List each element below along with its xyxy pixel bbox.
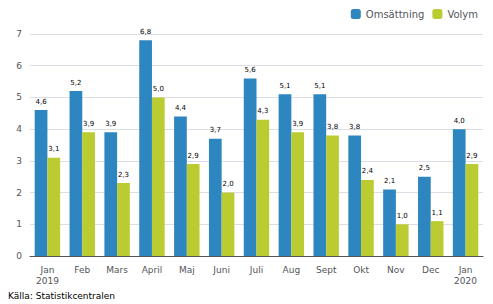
svg-text:Omsättning: Omsättning [366, 9, 425, 20]
svg-text:7: 7 [16, 29, 22, 39]
svg-text:2,5: 2,5 [419, 164, 430, 172]
svg-text:5: 5 [16, 92, 22, 102]
svg-text:3,9: 3,9 [83, 120, 94, 128]
svg-text:1: 1 [16, 219, 22, 229]
svg-text:2,4: 2,4 [362, 167, 374, 175]
svg-text:Juli: Juli [249, 265, 263, 275]
svg-text:1,1: 1,1 [432, 209, 443, 217]
svg-text:4: 4 [16, 124, 22, 134]
svg-text:Maj: Maj [179, 265, 195, 275]
svg-text:Volym: Volym [447, 9, 478, 20]
svg-text:2,1: 2,1 [384, 177, 395, 185]
svg-text:3,8: 3,8 [327, 123, 338, 131]
svg-text:2: 2 [16, 188, 22, 198]
svg-text:Juni: Juni [212, 265, 230, 275]
svg-text:4,0: 4,0 [454, 117, 465, 125]
svg-text:2,0: 2,0 [222, 180, 233, 188]
svg-text:2,9: 2,9 [466, 152, 477, 160]
svg-text:6,8: 6,8 [140, 28, 151, 36]
svg-text:5,0: 5,0 [153, 85, 164, 93]
svg-text:1,0: 1,0 [397, 212, 408, 220]
svg-text:5,2: 5,2 [70, 79, 81, 87]
svg-text:5,1: 5,1 [279, 82, 290, 90]
svg-text:3,9: 3,9 [292, 120, 303, 128]
svg-text:3,1: 3,1 [48, 145, 59, 153]
svg-text:3,8: 3,8 [349, 123, 360, 131]
svg-text:Sept: Sept [316, 265, 337, 275]
svg-text:Jan: Jan [458, 265, 473, 275]
svg-text:2020: 2020 [454, 276, 477, 286]
svg-text:3,9: 3,9 [105, 120, 116, 128]
svg-text:2,9: 2,9 [188, 152, 199, 160]
svg-text:5,6: 5,6 [245, 66, 257, 74]
svg-text:4,6: 4,6 [35, 98, 47, 106]
svg-text:Dec: Dec [422, 265, 439, 275]
svg-text:Nov: Nov [387, 265, 405, 275]
svg-text:2019: 2019 [36, 276, 59, 286]
svg-text:Källa: Statistikcentralen: Källa: Statistikcentralen [8, 291, 115, 301]
svg-text:5,1: 5,1 [314, 82, 325, 90]
svg-text:April: April [142, 265, 163, 275]
svg-text:4,3: 4,3 [257, 107, 268, 115]
svg-text:Aug: Aug [283, 265, 301, 275]
svg-text:3,7: 3,7 [210, 126, 221, 134]
svg-text:Mars: Mars [106, 265, 128, 275]
svg-text:3: 3 [16, 156, 22, 166]
svg-text:4,4: 4,4 [175, 104, 187, 112]
svg-text:Feb: Feb [74, 265, 90, 275]
svg-text:2,3: 2,3 [118, 171, 129, 179]
svg-text:6: 6 [16, 61, 22, 71]
svg-text:0: 0 [16, 251, 22, 261]
svg-text:Okt: Okt [353, 265, 369, 275]
svg-text:Jan: Jan [39, 265, 54, 275]
